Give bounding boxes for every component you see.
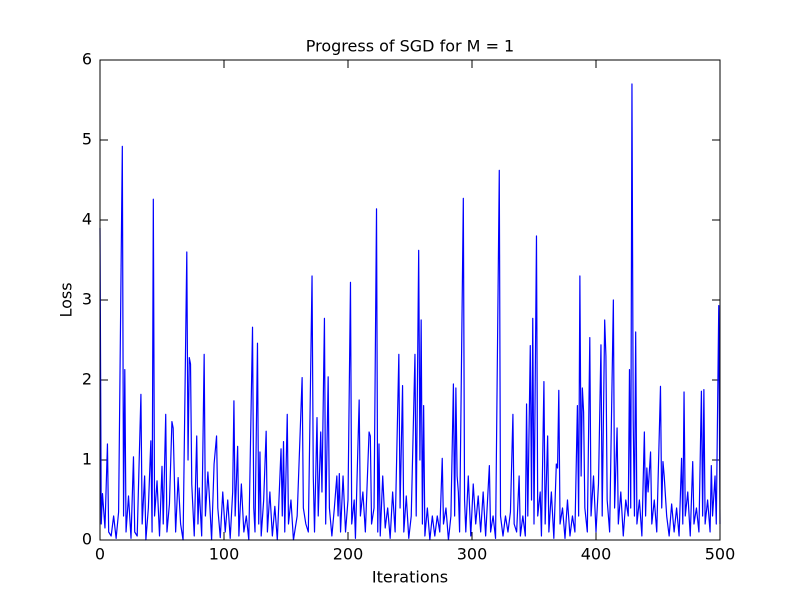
x-tick-label: 500 bbox=[705, 545, 736, 564]
y-tick-label: 3 bbox=[82, 290, 92, 309]
y-tick-label: 5 bbox=[82, 130, 92, 149]
x-tick-label: 200 bbox=[333, 545, 364, 564]
x-axis-label: Iterations bbox=[372, 568, 448, 587]
plot-frame bbox=[99, 59, 721, 541]
y-tick-label: 0 bbox=[82, 530, 92, 549]
x-tick-label: 400 bbox=[581, 545, 612, 564]
y-axis-label: Loss bbox=[57, 282, 76, 317]
chart-title: Progress of SGD for M = 1 bbox=[306, 37, 514, 56]
y-tick-label: 2 bbox=[82, 370, 92, 389]
x-tick-label: 100 bbox=[209, 545, 240, 564]
x-tick-label: 300 bbox=[457, 545, 488, 564]
y-tick-label: 4 bbox=[82, 210, 92, 229]
y-tick-label: 1 bbox=[82, 450, 92, 469]
loss-line bbox=[99, 83, 721, 541]
x-tick-label: 0 bbox=[95, 545, 105, 564]
y-tick-label: 6 bbox=[82, 50, 92, 69]
